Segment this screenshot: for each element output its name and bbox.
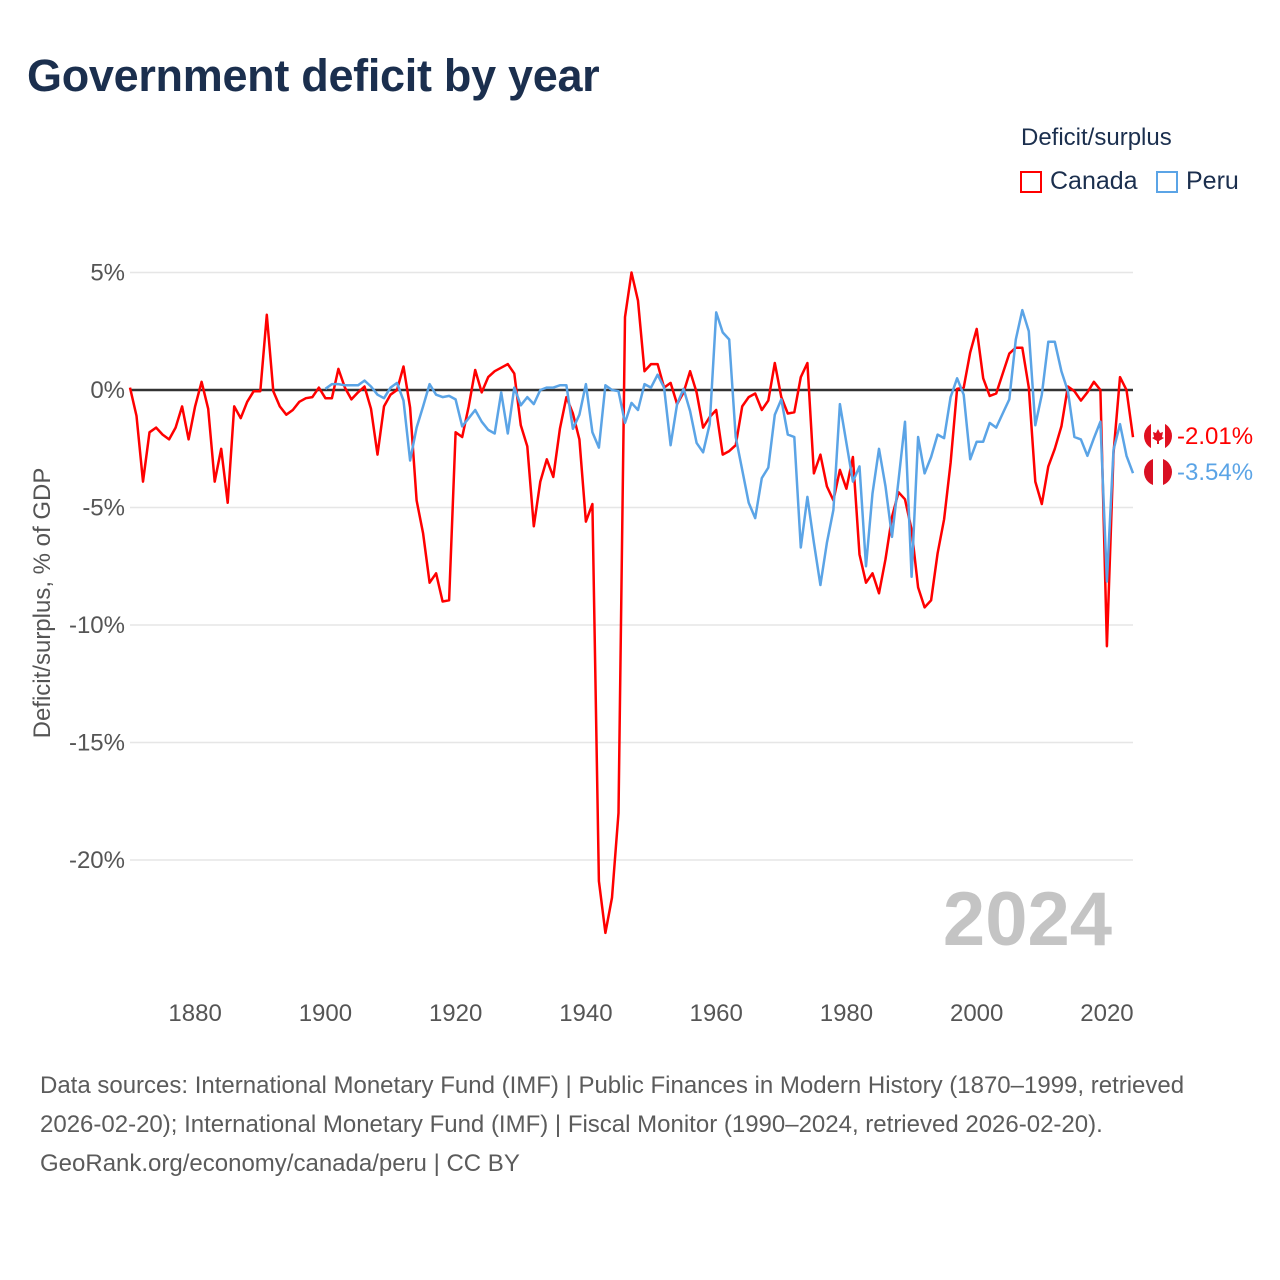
- series-lines: [128, 271, 1135, 935]
- canada-flag-icon: [1144, 422, 1172, 450]
- x-tick-label: 2020: [1080, 1000, 1133, 1027]
- year-watermark: 2024: [943, 877, 1112, 962]
- y-axis-label: Deficit/surplus, % of GDP: [29, 468, 56, 739]
- x-tick-label: 1940: [559, 1000, 612, 1027]
- y-axis-ticks: 5% 0% -5% -10% -15% -20%: [69, 260, 125, 875]
- legend-item-canada[interactable]: Canada: [1020, 167, 1138, 196]
- x-tick-label: 1920: [429, 1000, 482, 1027]
- y-tick-label: -15%: [69, 730, 125, 757]
- legend-label-canada: Canada: [1050, 167, 1138, 195]
- x-tick-label: 1880: [168, 1000, 221, 1027]
- gridlines: [130, 271, 1133, 861]
- attribution-link[interactable]: GeoRank.org/economy/canada/peru | CC BY: [40, 1150, 520, 1177]
- y-tick-label: 5%: [90, 260, 125, 287]
- x-tick-label: 1960: [689, 1000, 742, 1027]
- x-tick-label: 2000: [950, 1000, 1003, 1027]
- series-line-peru[interactable]: [324, 308, 1135, 587]
- end-label-canada: -2.01%: [1177, 423, 1253, 450]
- legend-item-peru[interactable]: Peru: [1156, 167, 1239, 196]
- legend-swatch-canada: [1020, 170, 1042, 193]
- legend-swatch-peru: [1156, 170, 1178, 193]
- legend-title: Deficit/surplus: [1021, 124, 1172, 151]
- y-tick-label: -10%: [69, 612, 125, 639]
- data-sources: Data sources: International Monetary Fun…: [40, 1072, 1185, 1138]
- chart-title: Government deficit by year: [27, 50, 600, 101]
- x-axis-ticks: 1880 1900 1920 1940 1960 1980 2000 2020: [168, 1000, 1133, 1027]
- y-tick-label: 0%: [90, 377, 125, 404]
- x-tick-label: 1980: [820, 1000, 873, 1027]
- x-tick-label: 1900: [299, 1000, 352, 1027]
- y-tick-label: -20%: [69, 847, 125, 874]
- series-line-canada[interactable]: [128, 271, 1135, 935]
- peru-flag-icon: [1144, 458, 1172, 486]
- legend-label-peru: Peru: [1186, 167, 1239, 195]
- y-tick-label: -5%: [82, 495, 125, 522]
- end-label-peru: -3.54%: [1177, 459, 1253, 486]
- footer: Data sources: International Monetary Fun…: [40, 1066, 1240, 1183]
